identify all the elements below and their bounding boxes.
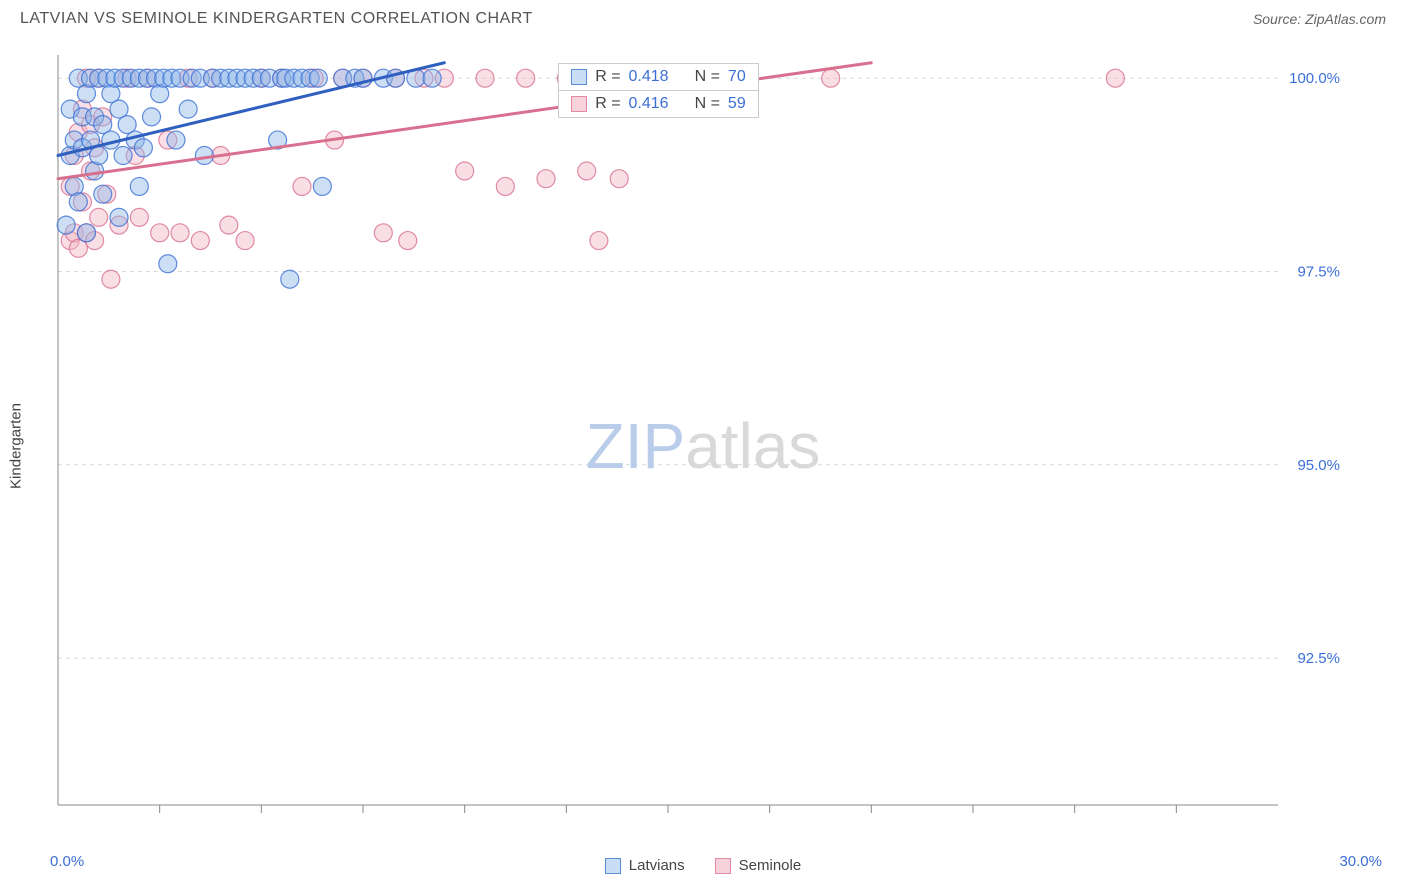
legend-swatch — [605, 858, 621, 874]
legend-label: Seminole — [739, 857, 802, 874]
y-axis-label: Kindergarten — [8, 403, 25, 489]
legend-item: Seminole — [715, 857, 802, 874]
stat-n-value: 59 — [728, 95, 746, 113]
stat-r-value: 0.418 — [629, 68, 669, 86]
chart-title: LATVIAN VS SEMINOLE KINDERGARTEN CORRELA… — [20, 10, 533, 28]
chart-container: 100.0% 97.5% 95.0% 92.5% — [48, 45, 1386, 832]
stat-n-label: N = — [695, 95, 720, 113]
legend-item: Latvians — [605, 857, 685, 874]
svg-text:95.0%: 95.0% — [1297, 457, 1340, 474]
stat-n-value: 70 — [728, 68, 746, 86]
svg-text:92.5%: 92.5% — [1297, 650, 1340, 667]
legend: Latvians Seminole — [0, 857, 1406, 874]
stat-r-value: 0.416 — [629, 95, 669, 113]
svg-text:100.0%: 100.0% — [1289, 70, 1340, 87]
stats-box: R = 0.418 N = 70 R = 0.416 N = 59 — [558, 63, 759, 118]
stat-r-label: R = — [595, 68, 620, 86]
statbox-swatch — [571, 69, 587, 85]
statbox-row: R = 0.418 N = 70 — [559, 64, 758, 91]
statbox-swatch — [571, 96, 587, 112]
svg-text:97.5%: 97.5% — [1297, 263, 1340, 280]
legend-label: Latvians — [629, 857, 685, 874]
source-label: Source: ZipAtlas.com — [1253, 11, 1386, 27]
stat-n-label: N = — [695, 68, 720, 86]
stat-r-label: R = — [595, 95, 620, 113]
statbox-row: R = 0.416 N = 59 — [559, 91, 758, 117]
legend-swatch — [715, 858, 731, 874]
scatter-chart: 100.0% 97.5% 95.0% 92.5% — [48, 45, 1358, 815]
